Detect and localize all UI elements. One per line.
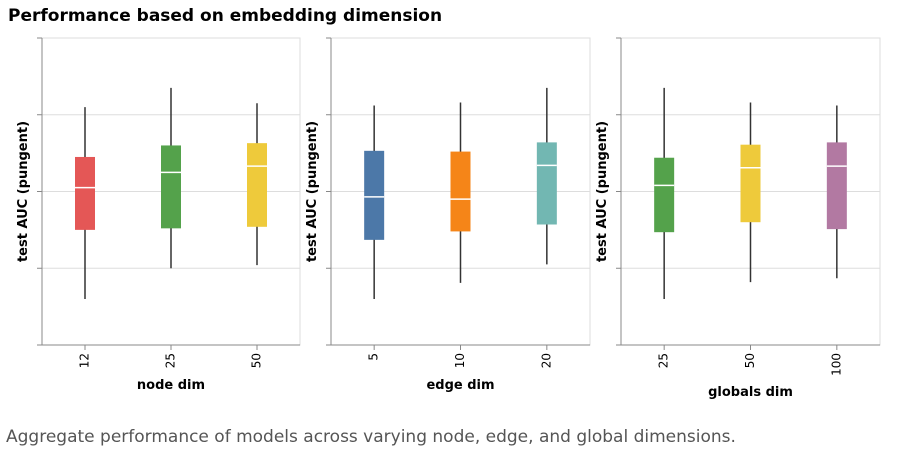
box-iqr <box>826 142 847 230</box>
x-axis-title: edge dim <box>426 378 494 393</box>
y-axis-title: test AUC (pungent) <box>16 121 31 262</box>
box-iqr <box>247 143 267 227</box>
x-tick-label: 100 <box>829 353 843 376</box>
box-iqr <box>536 142 557 225</box>
x-tick-label: 25 <box>657 353 671 368</box>
x-tick-label: 12 <box>78 353 92 368</box>
box-iqr <box>740 144 761 223</box>
box-iqr <box>654 157 675 233</box>
x-axis-title: node dim <box>137 378 205 393</box>
box-iqr <box>161 145 181 229</box>
y-axis-title: test AUC (pungent) <box>595 121 610 262</box>
x-tick-label: 20 <box>539 353 553 368</box>
x-tick-label: 10 <box>453 353 467 368</box>
panel-3: test AUC (pungent) globals dim 25 50 100 <box>595 37 881 400</box>
panel-1: test AUC (pungent) node dim 12 25 50 <box>16 37 301 393</box>
panel-2: test AUC (pungent) edge dim 5 10 20 <box>305 37 591 393</box>
chart-title: Performance based on embedding dimension <box>8 6 443 26</box>
x-tick-label: 50 <box>250 353 264 368</box>
x-tick-label: 5 <box>367 353 381 361</box>
box-iqr <box>75 156 95 230</box>
x-tick-label: 50 <box>743 353 757 368</box>
box-iqr <box>364 150 385 240</box>
box-iqr <box>450 151 471 232</box>
x-tick-label: 25 <box>164 353 178 368</box>
figure-caption: Aggregate performance of models across v… <box>6 427 736 447</box>
x-axis-title: globals dim <box>708 385 793 400</box>
y-axis-title: test AUC (pungent) <box>305 121 320 262</box>
